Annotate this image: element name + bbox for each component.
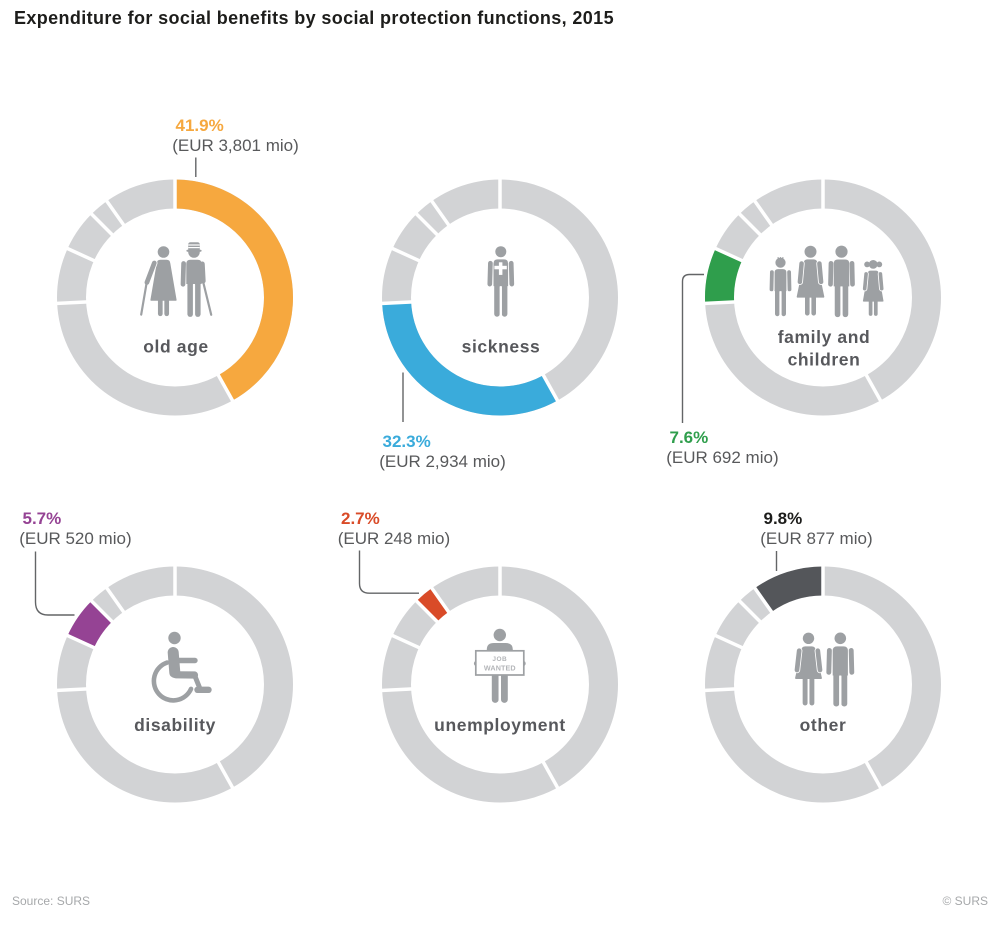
svg-text:41.9%: 41.9% — [176, 116, 224, 135]
svg-text:7.6%: 7.6% — [670, 428, 709, 447]
svg-text:Expenditure for social benefit: Expenditure for social benefits by socia… — [14, 8, 614, 28]
svg-text:disability: disability — [134, 715, 216, 735]
svg-text:5.7%: 5.7% — [23, 509, 62, 528]
svg-text:2.7%: 2.7% — [341, 509, 380, 528]
svg-text:other: other — [800, 715, 847, 735]
svg-text:(EUR 877 mio): (EUR 877 mio) — [760, 529, 872, 548]
svg-text:(EUR 520 mio): (EUR 520 mio) — [19, 529, 131, 548]
svg-text:32.3%: 32.3% — [383, 432, 431, 451]
svg-text:unemployment: unemployment — [434, 715, 566, 735]
svg-text:9.8%: 9.8% — [764, 509, 803, 528]
svg-text:sickness: sickness — [462, 337, 541, 357]
svg-text:(EUR 692 mio): (EUR 692 mio) — [666, 448, 778, 467]
svg-text:old age: old age — [143, 337, 208, 357]
svg-text:family and: family and — [778, 327, 871, 347]
svg-text:(EUR 248 mio): (EUR 248 mio) — [338, 529, 450, 548]
svg-text:(EUR 3,801 mio): (EUR 3,801 mio) — [172, 136, 299, 155]
svg-text:WANTED: WANTED — [484, 663, 516, 672]
svg-text:children: children — [788, 350, 861, 370]
svg-text:Source: SURS: Source: SURS — [12, 894, 90, 908]
svg-text:© SURS: © SURS — [942, 894, 988, 908]
svg-text:JOB: JOB — [492, 656, 507, 663]
svg-text:(EUR 2,934 mio): (EUR 2,934 mio) — [379, 452, 506, 471]
